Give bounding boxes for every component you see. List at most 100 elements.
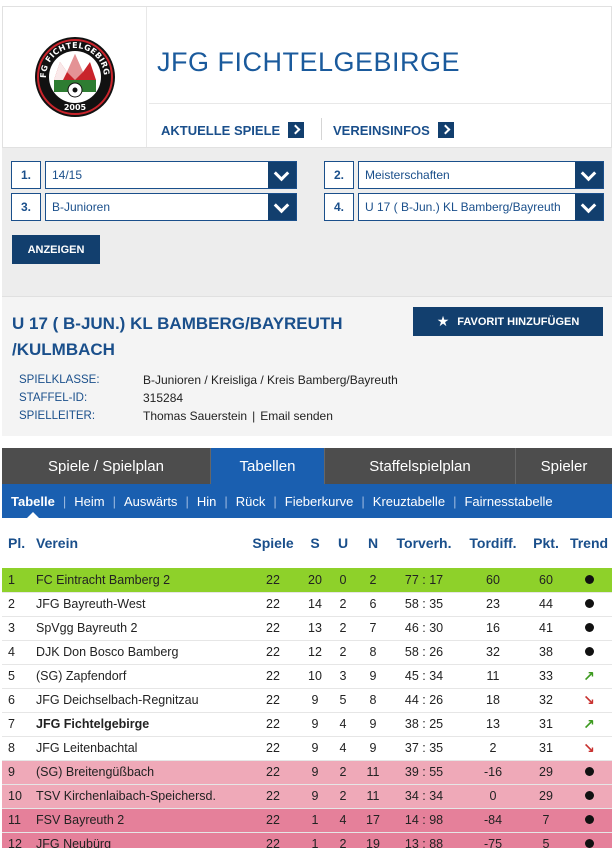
trend-cell [566,616,612,641]
team-cell[interactable]: JFG Bayreuth-West [30,592,244,617]
current-games-link[interactable]: AKTUELLE SPIELE [161,122,305,138]
games-cell: 22 [244,760,302,785]
table-row[interactable]: 7 JFG Fichtelgebirge 22 9 4 9 38 : 25 13 31 ↗ [2,712,612,737]
points-cell: 33 [526,664,566,689]
season-select[interactable]: 1. 14/15 [11,161,297,189]
table-row[interactable]: 1 FC Eintracht Bamberg 2 22 20 0 2 77 : 17 60 60 [2,568,612,593]
subtab-home[interactable]: Heim [74,493,105,509]
chevron-right-icon [288,122,305,138]
club-title: JFG FICHTELGEBIRGE [157,47,461,77]
trend-cell: ↗ [566,712,612,737]
table-row[interactable]: 8 JFG Leitenbachtal 22 9 4 9 37 : 35 2 31 ↘ [2,736,612,761]
games-cell: 22 [244,568,302,593]
rank-cell: 2 [2,592,30,617]
subtab-away[interactable]: Auswärts [123,493,178,509]
col-header-wins: S [310,535,320,551]
trend-same-icon [584,815,594,824]
star-icon: ★ [436,313,450,329]
goal-diff-cell: 13 [460,712,526,737]
col-header-draws: U [337,535,349,551]
subtab-table[interactable]: Tabelle [11,484,55,518]
competition-select[interactable]: 2. Meisterschaften [324,161,604,189]
tab-players[interactable]: Spieler [540,457,588,475]
rank-cell: 12 [2,832,30,848]
subtab-fairness-table[interactable]: Fairnesstabelle [464,493,553,509]
table-row[interactable]: 9 (SG) Breitengüßbach 22 9 2 11 39 : 55 -16 29 [2,760,612,785]
tab-season-schedule[interactable]: Staffelspielplan [325,448,516,484]
wins-cell: 9 [302,736,328,761]
club-info-link[interactable]: VEREINSINFOS [333,122,454,138]
trend-cell [566,592,612,617]
competition-select-box[interactable]: Meisterschaften [358,161,604,189]
team-cell[interactable]: JFG Neubürg [30,832,244,848]
subtab-cross-table[interactable]: Kreuztabelle [372,493,446,509]
season-select-box[interactable]: 14/15 [45,161,297,189]
table-row[interactable]: 3 SpVgg Bayreuth 2 22 13 2 7 46 : 30 16 41 [2,616,612,641]
meta-key: SPIELKLASSE: [19,374,100,386]
rank-cell: 6 [2,688,30,713]
team-cell[interactable]: (SG) Breitengüßbach [30,760,244,785]
chevron-down-icon[interactable] [575,162,603,188]
table-row[interactable]: 5 (SG) Zapfendorf 22 10 3 9 45 : 34 11 33 ↗ [2,664,612,689]
team-cell[interactable]: JFG Deichselbach-Regnitzau [30,688,244,713]
age-group-select[interactable]: 3. B-Junioren [11,193,297,221]
trend-same-icon [584,623,594,632]
points-cell: 31 [526,712,566,737]
subnav-divider: | [361,493,365,509]
tab-tables[interactable]: Tabellen [211,448,325,484]
chevron-down-icon[interactable] [268,162,296,188]
meta-key: STAFFEL-ID: [19,392,88,404]
subtab-fever-curve[interactable]: Fieberkurve [284,493,354,509]
goal-diff-cell: 11 [460,664,526,689]
team-cell[interactable]: FSV Bayreuth 2 [30,808,244,833]
current-games-label: AKTUELLE SPIELE [161,122,281,138]
team-cell[interactable]: JFG Fichtelgebirge [30,712,244,737]
subtab-first-half[interactable]: Hin [196,493,217,509]
table-row[interactable]: 2 JFG Bayreuth-West 22 14 2 6 58 : 35 23 44 [2,592,612,617]
league-select-box[interactable]: U 17 ( B-Jun.) KL Bamberg/Bayreuth [358,193,604,221]
team-cell[interactable]: TSV Kirchenlaibach-Speichersd. [30,784,244,809]
trend-up-icon: ↗ [583,715,595,732]
table-row[interactable]: 10 TSV Kirchenlaibach-Speichersd. 22 9 2 11 34… [2,784,612,809]
points-cell: 5 [526,832,566,848]
games-cell: 22 [244,832,302,848]
trend-up-icon: ↗ [583,667,595,684]
subtab-second-half[interactable]: Rück [235,493,266,509]
season-select-value: 14/15 [52,168,83,182]
add-favorite-button[interactable]: ★ FAVORIT HINZUFÜGEN [413,307,603,336]
goals-cell: 77 : 17 [388,568,460,593]
chevron-down-icon[interactable] [575,194,603,220]
league-select[interactable]: 4. U 17 ( B-Jun.) KL Bamberg/Bayreuth [324,193,604,221]
team-cell[interactable]: (SG) Zapfendorf [30,664,244,689]
trend-down-icon: ↘ [583,691,595,708]
team-cell[interactable]: SpVgg Bayreuth 2 [30,616,244,641]
goal-diff-cell: -84 [460,808,526,833]
send-email-link[interactable]: Email senden [260,409,333,423]
table-row[interactable]: 6 JFG Deichselbach-Regnitzau 22 9 5 8 44 : 26 1… [2,688,612,713]
games-cell: 22 [244,640,302,665]
team-cell[interactable]: DJK Don Bosco Bamberg [30,640,244,665]
trend-down-icon: ↘ [583,739,595,756]
club-nav: AKTUELLE SPIELE VEREINSINFOS [149,103,611,147]
league-select-value: U 17 ( B-Jun.) KL Bamberg/Bayreuth [365,200,561,214]
age-group-select-box[interactable]: B-Junioren [45,193,297,221]
tab-games[interactable]: Spiele / Spielplan [2,448,211,484]
team-cell[interactable]: JFG Leitenbachtal [30,736,244,761]
club-logo[interactable]: JFG FICHTELGEBIRGE 2005 [3,7,147,147]
competition-select-number: 2. [324,161,354,189]
rank-cell: 11 [2,808,30,833]
table-row[interactable]: 4 DJK Don Bosco Bamberg 22 12 2 8 58 : 26 32 38 [2,640,612,665]
rank-cell: 8 [2,736,30,761]
team-cell[interactable]: FC Eintracht Bamberg 2 [30,568,244,593]
trend-cell [566,568,612,593]
show-button[interactable]: ANZEIGEN [12,235,100,264]
goal-diff-cell: 2 [460,736,526,761]
table-row[interactable]: 12 JFG Neubürg 22 1 2 19 13 : 88 -75 5 [2,832,612,848]
meta-key: SPIELLEITER: [19,410,96,422]
chevron-down-icon[interactable] [268,194,296,220]
table-row[interactable]: 11 FSV Bayreuth 2 22 1 4 17 14 : 98 -84 7 [2,808,612,833]
trend-cell: ↗ [566,664,612,689]
trend-same-icon [584,599,594,608]
meta-row-id: STAFFEL-ID: 315284 [19,389,398,407]
draws-cell: 2 [328,616,358,641]
